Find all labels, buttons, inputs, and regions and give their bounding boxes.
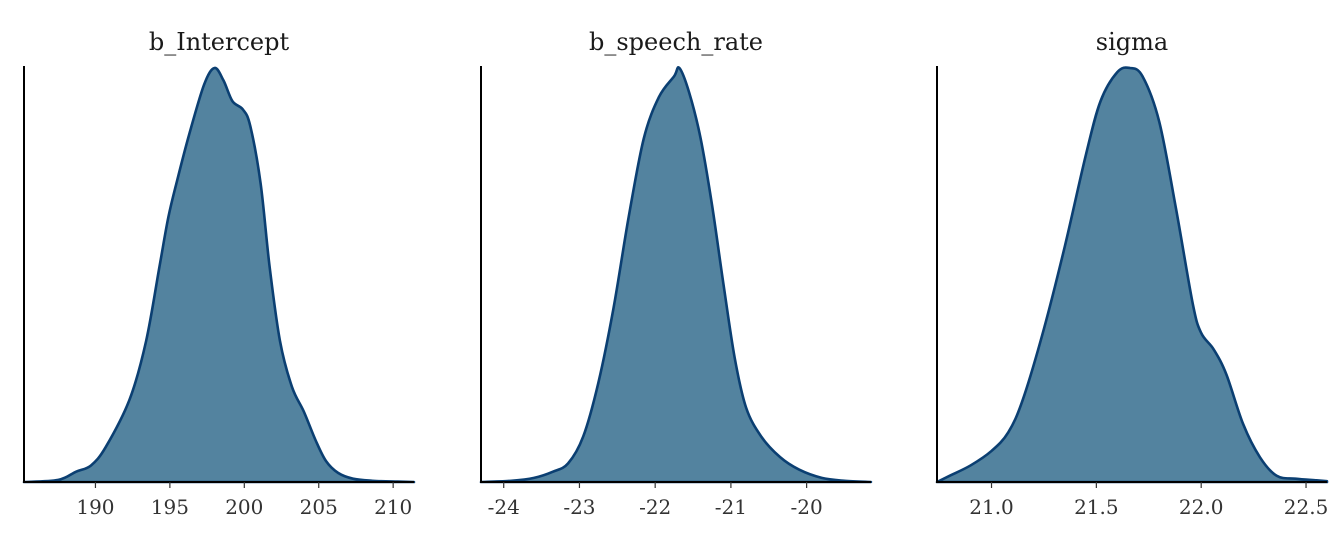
panel-title-b-intercept: b_Intercept [149, 28, 290, 56]
x-tick-label-b-intercept: 190 [76, 495, 114, 519]
density-area-b-speech-rate [479, 66, 873, 484]
x-tick-label-sigma: 22.5 [1284, 495, 1329, 519]
x-tick-label-sigma: 21.5 [1074, 495, 1119, 519]
x-tick-label-b-intercept: 195 [151, 495, 189, 519]
panel-sigma: sigma 21.0 21.5 22.0 22.5 [935, 28, 1329, 519]
x-tick-label-b-intercept: 205 [300, 495, 338, 519]
x-ticks-b-speech-rate: -24 -23 -22 -21 -20 [488, 482, 823, 519]
x-tick-label-b-intercept: 200 [225, 495, 263, 519]
panel-b-speech-rate: b_speech_rate -24 -23 -22 -21 -20 [479, 28, 873, 519]
x-tick-label-b-speech-rate: -20 [791, 495, 823, 519]
x-ticks-sigma: 21.0 21.5 22.0 22.5 [969, 482, 1328, 519]
panel-title-b-speech-rate: b_speech_rate [589, 28, 763, 56]
x-tick-label-b-speech-rate: -23 [563, 495, 595, 519]
x-tick-label-sigma: 21.0 [969, 495, 1014, 519]
panel-b-intercept: b_Intercept 190 195 200 205 210 [22, 28, 416, 519]
x-tick-label-b-intercept: 210 [374, 495, 412, 519]
x-tick-label-b-speech-rate: -24 [488, 495, 520, 519]
x-tick-label-sigma: 22.0 [1179, 495, 1224, 519]
panel-title-sigma: sigma [1096, 28, 1168, 56]
x-ticks-b-intercept: 190 195 200 205 210 [76, 482, 412, 519]
density-area-b-intercept [22, 66, 416, 484]
x-tick-label-b-speech-rate: -21 [715, 495, 747, 519]
density-area-sigma [935, 66, 1329, 484]
x-tick-label-b-speech-rate: -22 [639, 495, 671, 519]
